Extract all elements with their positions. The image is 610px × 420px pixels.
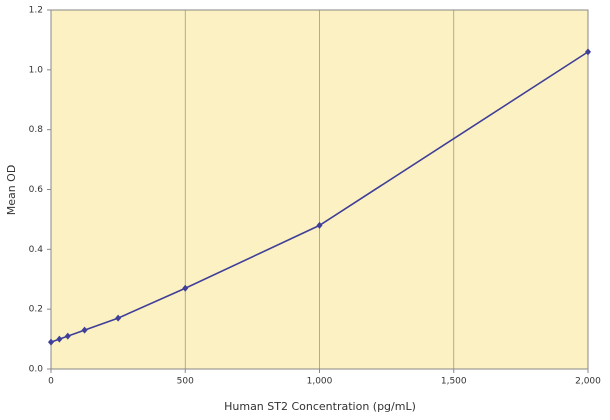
- y-tick-label: 1.0: [29, 65, 44, 75]
- plot-border: [50, 9, 589, 370]
- marker: [585, 48, 591, 56]
- x-tick-label: 2,000: [575, 377, 601, 387]
- marker: [64, 332, 71, 340]
- y-tick-label: 0.6: [29, 185, 44, 195]
- y-axis-label: Mean OD: [5, 165, 18, 216]
- y-tick-label: 0.8: [29, 125, 44, 135]
- marker: [182, 284, 189, 292]
- y-tick-label: 0.4: [29, 245, 44, 255]
- x-tick-label: 1,000: [307, 377, 333, 387]
- y-tick-label: 0.0: [29, 365, 44, 375]
- marker: [56, 335, 63, 343]
- marker: [81, 326, 88, 334]
- x-tick-label: 0: [48, 377, 54, 387]
- y-tick-label: 1.2: [29, 6, 43, 16]
- marker: [48, 338, 54, 346]
- x-axis-label: Human ST2 Concentration (pg/mL): [224, 400, 416, 413]
- marker: [316, 221, 323, 229]
- x-tick-label: 1,500: [441, 377, 467, 387]
- marker: [115, 314, 122, 322]
- x-tick-label: 500: [177, 377, 194, 387]
- y-tick-label: 0.2: [29, 305, 43, 315]
